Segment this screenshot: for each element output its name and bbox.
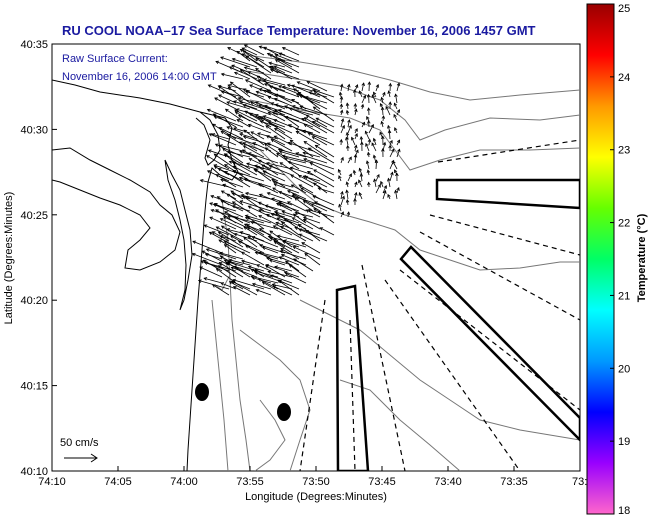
x-tick-label: 74:05 <box>104 476 132 488</box>
y-tick-label: 40:30 <box>20 124 48 136</box>
colorbar-tick-label: 21 <box>618 290 630 302</box>
x-tick-label: 73:45 <box>368 476 396 488</box>
x-tick-label: 73:35 <box>500 476 528 488</box>
buoy-marker-1 <box>195 383 209 401</box>
colorbar-label: Temperature (°C) <box>636 213 648 302</box>
annotation-line-1: Raw Surface Current: <box>62 53 168 65</box>
x-tick-label: 73:50 <box>302 476 330 488</box>
y-tick-label: 40:10 <box>20 466 48 478</box>
y-tick-label: 40:15 <box>20 381 48 393</box>
y-tick-label: 40:25 <box>20 210 48 222</box>
colorbar-tick-label: 18 <box>618 505 630 517</box>
annotation-line-2: November 16, 2006 14:00 GMT <box>62 71 217 83</box>
colorbar-tick-label: 23 <box>618 145 630 157</box>
x-tick-label: 73:55 <box>236 476 264 488</box>
buoy-marker-2 <box>277 403 291 421</box>
x-axis-label: Longitude (Degrees:Minutes) <box>245 491 387 503</box>
colorbar-tick-label: 20 <box>618 363 630 375</box>
colorbar-tick-label: 24 <box>618 72 630 84</box>
colorbar-tick-label: 22 <box>618 218 630 230</box>
colorbar <box>587 4 614 514</box>
y-tick-label: 40:20 <box>20 295 48 307</box>
y-tick-label: 40:35 <box>20 39 48 51</box>
scale-label: 50 cm/s <box>60 437 99 449</box>
x-tick-label: 73:40 <box>434 476 462 488</box>
colorbar-tick-label: 25 <box>618 3 630 15</box>
y-axis-label: Latitude (Degrees:Minutes) <box>3 192 15 325</box>
colorbar-tick-label: 19 <box>618 436 630 448</box>
figure-title: RU COOL NOAA–17 Sea Surface Temperature:… <box>62 23 536 38</box>
x-tick-label: 74:00 <box>170 476 198 488</box>
